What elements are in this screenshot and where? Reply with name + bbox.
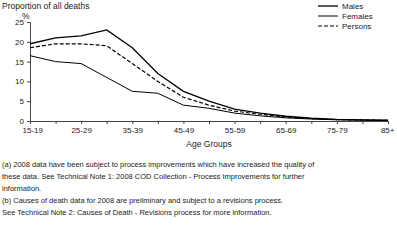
x-tick: 15-19	[23, 121, 44, 135]
x-tick	[107, 121, 108, 124]
x-tick-mark	[388, 121, 389, 124]
x-tick-label: 15-19	[23, 126, 44, 135]
x-tick-label: 75-79	[327, 126, 348, 135]
y-tick-mark	[27, 62, 30, 63]
y-tick-label: 20	[15, 38, 24, 47]
x-tick-mark	[81, 121, 82, 124]
x-tick-mark	[337, 121, 338, 124]
note: See Technical Note 2: Causes of Death - …	[2, 208, 272, 217]
series-line	[30, 56, 388, 121]
x-tick	[158, 121, 159, 124]
legend-label: Males	[342, 2, 363, 11]
y-axis: 0510152025	[15, 18, 30, 126]
x-tick-mark	[183, 121, 184, 124]
y-tick: 5	[20, 97, 30, 106]
legend-item: Females	[318, 12, 373, 21]
x-tick-label: 35-39	[123, 126, 144, 135]
legend-swatch	[318, 5, 338, 6]
x-tick-mark	[362, 121, 363, 124]
x-tick-mark	[235, 121, 236, 124]
note: these data. See Technical Note 1: 2008 C…	[2, 172, 305, 181]
legend-item: Persons	[318, 22, 371, 31]
plot-area	[30, 30, 388, 121]
x-title: Age Groups	[186, 139, 231, 149]
y-tick-label: 5	[20, 97, 25, 106]
x-tick: 45-49	[174, 121, 195, 135]
x-tick	[209, 121, 210, 124]
y-tick-mark	[27, 101, 30, 102]
y-tick-mark	[27, 22, 30, 23]
series-line	[30, 44, 388, 121]
x-tick-label: 45-49	[174, 126, 195, 135]
x-tick: 35-39	[123, 121, 144, 135]
y-tick-label: 15	[15, 58, 24, 67]
x-tick-mark	[30, 121, 31, 124]
x-tick-label: 65-69	[276, 126, 297, 135]
x-tick: 55-59	[225, 121, 246, 135]
legend: MalesFemalesPersons	[318, 2, 373, 31]
y-tick-mark	[27, 81, 30, 82]
legend-item: Males	[318, 2, 363, 11]
x-tick	[56, 121, 57, 124]
legend-label: Females	[342, 12, 373, 21]
notes: (a) 2008 data have been subject to proce…	[2, 160, 315, 217]
x-tick	[311, 121, 312, 124]
x-tick: 75-79	[327, 121, 348, 135]
y-tick-label: 10	[15, 77, 24, 86]
x-axis: 15-19 25-29 35-39 45-49 55-59 65-69 75-79 85+	[23, 121, 395, 135]
y-axis-line	[27, 23, 31, 122]
legend-swatch	[318, 16, 338, 17]
legend-label: Persons	[342, 22, 371, 31]
x-tick	[260, 121, 261, 124]
x-tick-label: 25-29	[71, 126, 92, 135]
y-tick: 20	[15, 38, 30, 47]
y-tick-mark	[27, 121, 30, 122]
x-tick-mark	[158, 121, 159, 124]
x-tick-label: 55-59	[225, 126, 246, 135]
chart: Proportion of all deaths%051015202515-19…	[0, 0, 397, 227]
x-tick	[362, 121, 363, 124]
y-tick: 10	[15, 77, 30, 86]
x-tick-label: 85+	[381, 126, 395, 135]
x-tick: 85+	[381, 121, 395, 135]
legend-swatch	[318, 25, 338, 26]
x-tick-mark	[286, 121, 287, 124]
x-tick-mark	[260, 121, 261, 124]
x-tick-mark	[311, 121, 312, 124]
y-tick: 15	[15, 58, 30, 67]
x-tick-mark	[209, 121, 210, 124]
x-tick: 25-29	[71, 121, 92, 135]
note: information.	[2, 184, 41, 193]
x-axis-line	[31, 122, 389, 125]
y-tick-label: 25	[15, 18, 24, 27]
x-tick-mark	[56, 121, 57, 124]
note: (a) 2008 data have been subject to proce…	[2, 160, 315, 169]
x-tick-mark	[107, 121, 108, 124]
y-title: Proportion of all deaths	[2, 1, 89, 11]
note: (b) Causes of death data for 2008 are pr…	[2, 196, 283, 205]
series-line	[30, 30, 388, 120]
x-tick: 65-69	[276, 121, 297, 135]
x-tick-mark	[132, 121, 133, 124]
y-tick: 25	[15, 18, 30, 27]
y-tick-mark	[27, 42, 30, 43]
